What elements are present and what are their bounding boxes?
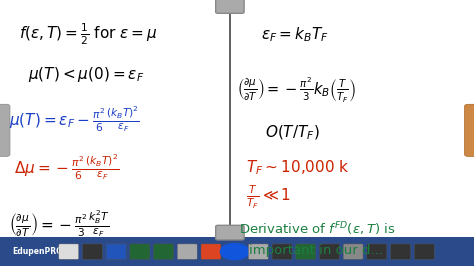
FancyBboxPatch shape	[59, 244, 79, 259]
FancyBboxPatch shape	[82, 244, 102, 259]
Text: EdupenPRO: EdupenPRO	[12, 247, 63, 256]
Bar	[0, 0, 474, 237]
Text: $\mu(T) = \epsilon_F - \frac{\pi^2}{6}\frac{(k_BT)^2}{\epsilon_F}$: $\mu(T) = \epsilon_F - \frac{\pi^2}{6}\f…	[9, 105, 140, 135]
FancyBboxPatch shape	[367, 244, 387, 259]
FancyBboxPatch shape	[343, 244, 363, 259]
Text: $\left(\frac{\partial\mu}{\partial T}\right) = -\frac{\pi^2}{3}\frac{k_B^2 T}{\e: $\left(\frac{\partial\mu}{\partial T}\ri…	[9, 208, 110, 239]
Bar	[0, 237, 474, 266]
FancyBboxPatch shape	[414, 244, 434, 259]
Text: $\frac{T}{T_F} \ll 1$: $\frac{T}{T_F} \ll 1$	[246, 183, 292, 211]
Text: $T_F \sim 10{,}000$ k: $T_F \sim 10{,}000$ k	[246, 158, 350, 177]
FancyBboxPatch shape	[201, 244, 221, 259]
FancyBboxPatch shape	[106, 244, 126, 259]
FancyBboxPatch shape	[154, 244, 173, 259]
FancyBboxPatch shape	[216, 0, 244, 13]
FancyBboxPatch shape	[296, 244, 316, 259]
Text: Derivative of $f^{FD}(\epsilon,T)$ is: Derivative of $f^{FD}(\epsilon,T)$ is	[239, 220, 396, 238]
FancyBboxPatch shape	[130, 244, 150, 259]
FancyBboxPatch shape	[216, 225, 244, 240]
Circle shape	[220, 244, 249, 260]
FancyBboxPatch shape	[272, 244, 292, 259]
Text: $\Delta\mu = -\frac{\pi^2}{6}\frac{(k_BT)^2}{\epsilon_F}$: $\Delta\mu = -\frac{\pi^2}{6}\frac{(k_BT…	[14, 153, 119, 182]
FancyBboxPatch shape	[248, 244, 268, 259]
FancyBboxPatch shape	[0, 104, 10, 156]
Text: $\left(\frac{\partial\mu}{\partial T}\right) = -\frac{\pi^2}{3}k_B\left(\frac{T}: $\left(\frac{\partial\mu}{\partial T}\ri…	[237, 76, 356, 105]
Text: $\mu(T) < \mu(0) = \epsilon_F$: $\mu(T) < \mu(0) = \epsilon_F$	[28, 65, 145, 84]
FancyBboxPatch shape	[177, 244, 197, 259]
FancyBboxPatch shape	[319, 244, 339, 259]
Text: important in our d...: important in our d...	[249, 244, 383, 256]
Text: $O\left(T/T_F\right)$: $O\left(T/T_F\right)$	[265, 124, 320, 142]
FancyBboxPatch shape	[465, 104, 474, 156]
FancyBboxPatch shape	[391, 244, 410, 259]
Text: $\epsilon_F = k_B T_F$: $\epsilon_F = k_B T_F$	[261, 25, 328, 44]
Text: $f(\epsilon,T) = \frac{1}{2}$ for $\epsilon = \mu$: $f(\epsilon,T) = \frac{1}{2}$ for $\epsi…	[19, 22, 158, 47]
